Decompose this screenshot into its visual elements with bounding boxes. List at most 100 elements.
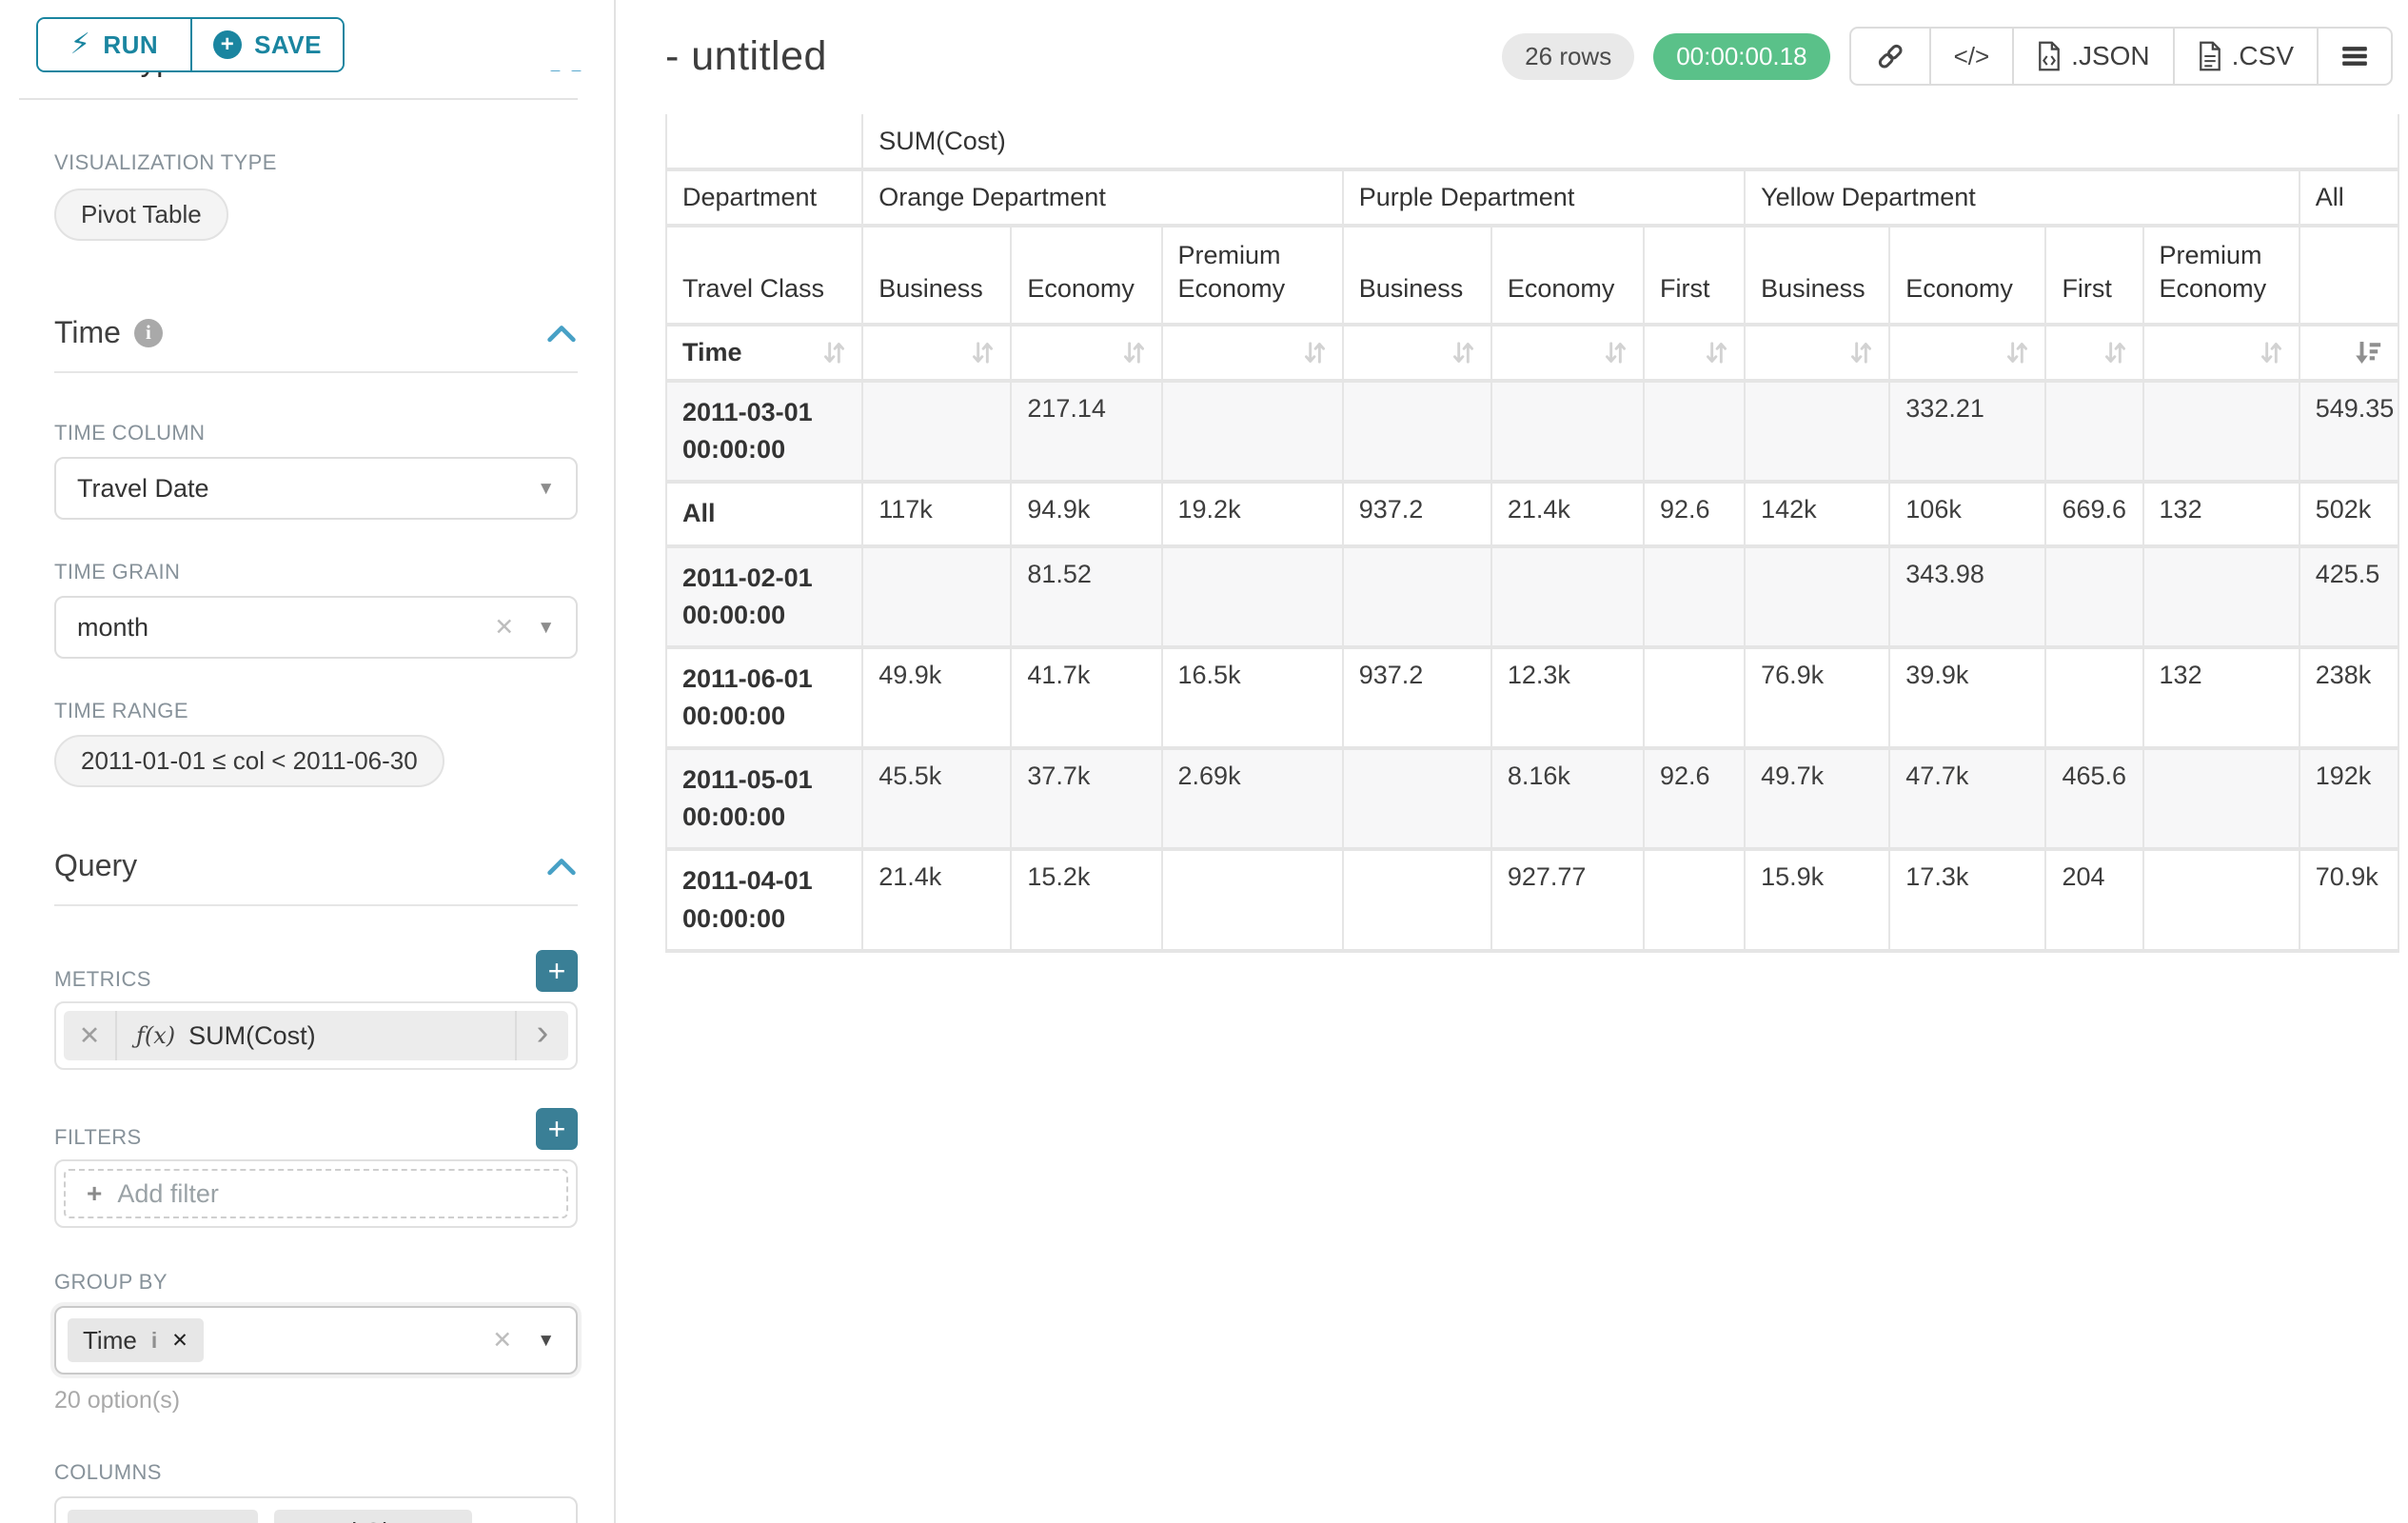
- table-row: All 117k 94.9k 19.2k 937.2 21.4k 92.6 142k 106k 6…: [665, 484, 2399, 548]
- sort-header[interactable]: [2046, 326, 2144, 384]
- col-header: [2299, 227, 2399, 327]
- sort-icon[interactable]: [971, 339, 995, 366]
- data-cell: 425.5: [2299, 547, 2399, 649]
- data-cell: 81.52: [1012, 547, 1163, 649]
- data-cell: [1343, 383, 1492, 485]
- time-grain-label: TIME GRAIN: [54, 560, 181, 583]
- query-timer-badge: 00:00:00.18: [1653, 32, 1830, 80]
- json-file-icon: [2039, 41, 2061, 71]
- chevron-up-icon[interactable]: [545, 323, 578, 344]
- sort-descending-icon[interactable]: [2355, 339, 2382, 366]
- section-divider: [19, 98, 578, 100]
- columns-tag-travel-class[interactable]: Travel Class ✕: [273, 1510, 473, 1523]
- chevron-down-icon[interactable]: ▼: [537, 478, 555, 499]
- sort-icon[interactable]: [2260, 339, 2283, 366]
- sort-icon[interactable]: [1303, 339, 1327, 366]
- export-csv-button[interactable]: .CSV: [2172, 29, 2317, 84]
- export-csv-label: .CSV: [2231, 41, 2294, 70]
- remove-tag-icon[interactable]: ✕: [440, 1520, 457, 1523]
- view-query-button[interactable]: </>: [1928, 29, 2013, 84]
- chevron-up-icon[interactable]: [545, 856, 578, 877]
- add-metric-button[interactable]: +: [536, 950, 578, 992]
- data-cell: 465.6: [2046, 750, 2144, 852]
- clear-icon[interactable]: ✕: [494, 613, 515, 641]
- columns-tag-department[interactable]: Department ✕: [68, 1510, 259, 1523]
- add-filter-dropzone[interactable]: + Add filter: [64, 1169, 568, 1218]
- sort-header[interactable]: [1746, 326, 1891, 384]
- data-cell: [2143, 383, 2300, 485]
- remove-metric-icon[interactable]: ✕: [64, 1011, 117, 1060]
- col-header: First: [2046, 227, 2144, 327]
- sort-icon[interactable]: [2005, 339, 2029, 366]
- time-column-select[interactable]: Travel Date ▼: [54, 457, 578, 520]
- col-header: Premium Economy: [2143, 227, 2300, 327]
- sort-header[interactable]: [1890, 326, 2047, 384]
- data-cell: 47.7k: [1890, 750, 2047, 852]
- sort-icon[interactable]: [1122, 339, 1146, 366]
- table-row: 2011-04-01 00:00:00 21.4k 15.2k 927.77 15.9k…: [665, 851, 2399, 953]
- data-cell: [1746, 547, 1891, 649]
- data-cell: 92.6: [1645, 750, 1747, 852]
- sort-header[interactable]: [1491, 326, 1646, 384]
- sort-icon[interactable]: [1849, 339, 1873, 366]
- clear-icon[interactable]: ✕: [492, 1326, 513, 1354]
- sort-header[interactable]: [2143, 326, 2300, 384]
- sort-icon[interactable]: [1705, 339, 1728, 366]
- chevron-down-icon[interactable]: ▼: [537, 1330, 555, 1351]
- columns-label: COLUMNS: [54, 1460, 162, 1484]
- csv-file-icon: [2199, 41, 2220, 71]
- chevron-down-icon[interactable]: ▼: [537, 617, 555, 638]
- time-axis-label: Time: [682, 338, 742, 367]
- sort-icon[interactable]: [1604, 339, 1628, 366]
- time-range-pill[interactable]: 2011-01-01 ≤ col < 2011-06-30: [54, 735, 444, 787]
- copy-link-button[interactable]: [1851, 29, 1929, 84]
- row-header: All: [665, 484, 864, 548]
- time-grain-select[interactable]: month ✕ ▼: [54, 596, 578, 659]
- save-button[interactable]: + SAVE: [190, 19, 343, 70]
- menu-button[interactable]: [2317, 29, 2391, 84]
- data-cell: [1645, 383, 1747, 485]
- plus-circle-icon: +: [213, 30, 243, 59]
- sort-header[interactable]: [1645, 326, 1747, 384]
- sort-icon[interactable]: [1451, 339, 1475, 366]
- table-row: SUM(Cost): [665, 114, 2399, 171]
- info-icon: i: [150, 1327, 158, 1353]
- groupby-tag-time[interactable]: Time i ✕: [68, 1318, 204, 1362]
- sort-header[interactable]: [1343, 326, 1492, 384]
- chart-title[interactable]: - untitled: [665, 32, 827, 79]
- sort-header[interactable]: [863, 326, 1013, 384]
- pivot-corner-cell: [665, 114, 864, 171]
- visualization-type-pill: Pivot Table: [54, 188, 228, 241]
- run-button[interactable]: ⚡ RUN: [38, 19, 190, 70]
- table-row: Time: [665, 326, 2399, 384]
- plus-icon: +: [87, 1178, 103, 1208]
- save-button-label: SAVE: [254, 30, 322, 59]
- sort-icon[interactable]: [822, 339, 846, 366]
- col-group-header: Purple Department: [1343, 171, 1747, 227]
- time-column-label: TIME COLUMN: [54, 421, 206, 445]
- tag-label: Department: [83, 1517, 212, 1523]
- col-header: Business: [863, 227, 1013, 327]
- export-json-button[interactable]: .JSON: [2012, 29, 2172, 84]
- remove-tag-icon[interactable]: ✕: [227, 1520, 244, 1523]
- data-cell: [863, 547, 1013, 649]
- data-cell: [1343, 547, 1492, 649]
- metric-pill[interactable]: ✕ ƒ(x) SUM(Cost) ›: [64, 1011, 568, 1060]
- data-cell: [2143, 750, 2300, 852]
- sort-header[interactable]: [1012, 326, 1163, 384]
- sort-header[interactable]: [1162, 326, 1344, 384]
- data-cell: [1491, 383, 1646, 485]
- sort-icon[interactable]: [2103, 339, 2127, 366]
- table-row: Department Orange Department Purple Depart…: [665, 171, 2399, 227]
- add-filter-button[interactable]: +: [536, 1108, 578, 1150]
- groupby-select[interactable]: Time i ✕ ✕ ▼: [54, 1306, 578, 1375]
- time-axis-header[interactable]: Time: [665, 326, 864, 384]
- chevron-right-icon[interactable]: ›: [515, 1011, 568, 1060]
- time-range-label: TIME RANGE: [54, 699, 188, 722]
- sort-header[interactable]: [2299, 326, 2399, 384]
- data-cell: 49.9k: [863, 648, 1013, 751]
- columns-select[interactable]: Department ✕ Travel Class ✕ ✕ ▼: [54, 1496, 578, 1523]
- data-cell: [1645, 547, 1747, 649]
- data-cell: [2046, 547, 2144, 649]
- remove-tag-icon[interactable]: ✕: [171, 1329, 188, 1352]
